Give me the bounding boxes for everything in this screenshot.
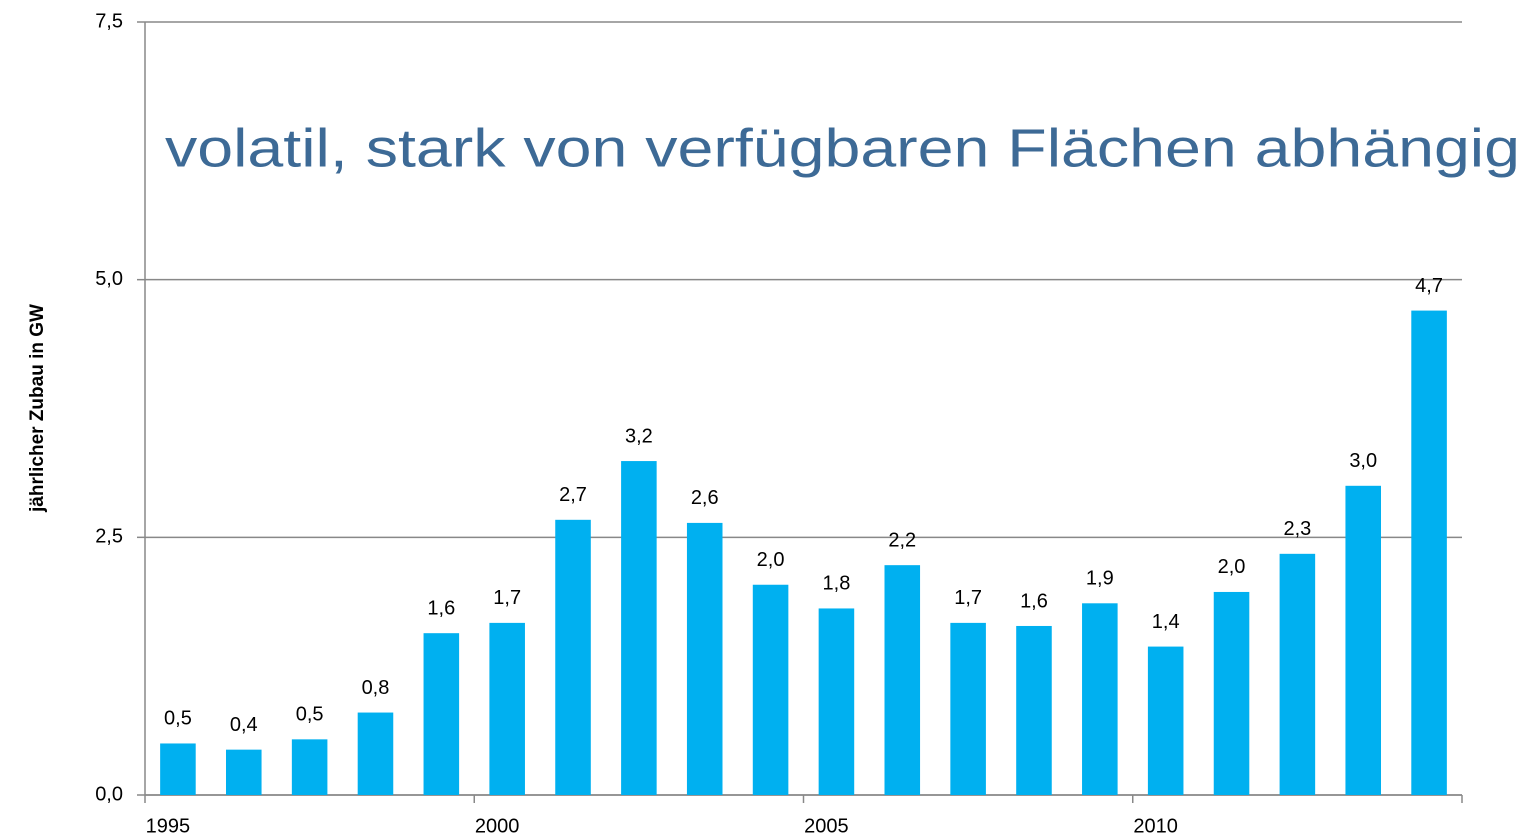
value-label: 1,9 [1086,568,1114,590]
value-label: 3,0 [1349,450,1377,472]
bar [291,739,328,795]
value-label: 3,2 [625,425,653,447]
bar [884,565,921,795]
bar [1082,603,1118,795]
value-label: 1,8 [823,573,851,595]
value-label: 2,6 [691,487,719,509]
bar [225,749,262,795]
bar [818,608,855,795]
value-label: 1,6 [1020,590,1048,612]
x-tick-label: 2010 [1133,815,1178,837]
value-label: 2,0 [1218,556,1246,578]
bar [1016,625,1052,795]
annotation: volatil, stark von verfügbaren Flächen a… [165,118,1520,178]
bar [357,712,394,795]
bar [423,633,460,795]
value-label: 2,2 [888,529,916,551]
value-label: 0,5 [296,704,324,726]
value-label: 1,7 [493,587,521,609]
value-label: 1,7 [954,587,982,609]
x-tick-label: 2000 [475,815,520,837]
value-label: 0,4 [230,714,258,736]
y-tick-label: 0,0 [95,783,123,805]
value-label: 0,8 [362,677,390,699]
bar [621,461,657,795]
value-label: 2,0 [757,549,785,571]
value-label: 4,7 [1415,275,1443,297]
bar [489,622,525,795]
bar [1279,553,1316,795]
x-tick-label: 2005 [804,815,849,837]
bar [752,584,789,795]
value-label: 1,4 [1152,611,1180,633]
bar [1345,485,1382,795]
y-tick-label: 5,0 [95,268,123,290]
bar [950,622,986,795]
bar [686,522,723,795]
bar [555,519,591,795]
bar [160,743,196,795]
bar [1411,310,1447,795]
y-tick-label: 2,5 [95,526,123,548]
y-tick-label: 7,5 [95,10,123,32]
bar [1147,646,1184,795]
value-label: 2,3 [1283,518,1311,540]
y-axis-label: jährlicher Zubau in GW [27,304,48,513]
bar [1213,591,1250,795]
value-label: 1,6 [427,597,455,619]
x-tick-label: 1995 [146,815,191,837]
value-label: 0,5 [164,708,192,730]
value-label: 2,7 [559,484,587,506]
